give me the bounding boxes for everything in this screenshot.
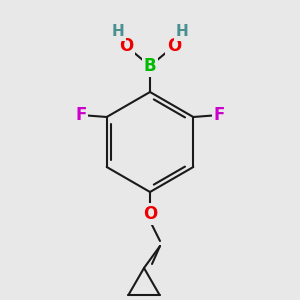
Text: O: O [143,205,157,223]
Text: F: F [75,106,86,124]
Text: B: B [144,57,156,75]
Text: H: H [112,25,124,40]
Text: O: O [167,37,181,55]
Text: H: H [176,25,188,40]
Text: F: F [214,106,225,124]
Text: O: O [119,37,133,55]
